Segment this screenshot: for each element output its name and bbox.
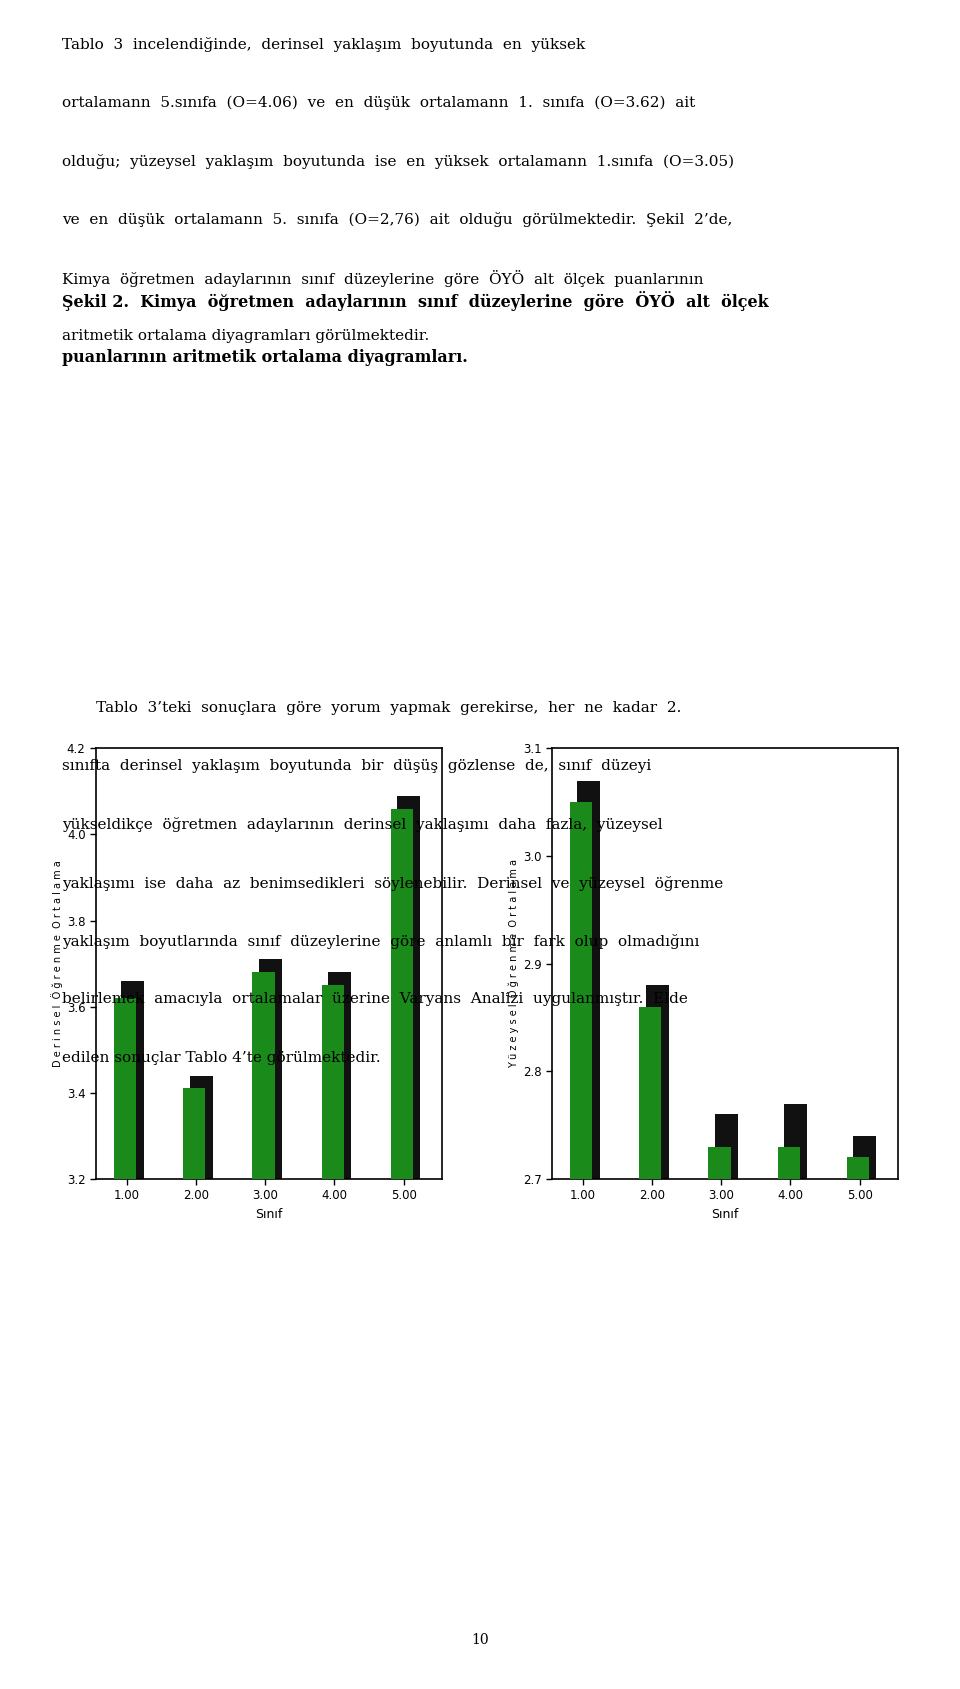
Bar (577, 780, 600, 1179)
Text: 10: 10 (471, 1633, 489, 1647)
Bar (646, 985, 669, 1179)
Text: ortalamann  5.sınıfa  (O=4.06)  ve  en  düşük  ortalamann  1.  sınıfa  (O=3.62) : ortalamann 5.sınıfa (O=4.06) ve en düşük… (62, 96, 696, 110)
Bar (328, 973, 351, 1179)
Bar (252, 973, 275, 1179)
Bar (190, 1076, 213, 1179)
Text: olduğu;  yüzeysel  yaklaşım  boyutunda  ise  en  yüksek  ortalamann  1.sınıfa  (: olduğu; yüzeysel yaklaşım boyutunda ise … (62, 154, 734, 169)
Bar (397, 796, 420, 1179)
Text: yükseldikçe  öğretmen  adaylarının  derinsel  yaklaşımı  daha  fazla,  yüzeysel: yükseldikçe öğretmen adaylarının derinse… (62, 817, 663, 833)
Text: Şekil 2.  Kimya  öğretmen  adaylarının  sınıf  düzeylerine  göre  ÖYÖ  alt  ölçe: Şekil 2. Kimya öğretmen adaylarının sını… (62, 291, 769, 311)
Text: aritmetik ortalama diyagramları görülmektedir.: aritmetik ortalama diyagramları görülmek… (62, 329, 430, 343)
Bar (114, 998, 136, 1179)
Bar (121, 981, 144, 1179)
Bar (784, 1103, 807, 1179)
Text: sınıfta  derinsel  yaklaşım  boyutunda  bir  düşüş  gözlense  de,  sınıf  düzeyi: sınıfta derinsel yaklaşım boyutunda bir … (62, 760, 652, 774)
Bar (847, 1157, 869, 1179)
Bar (322, 985, 344, 1179)
X-axis label: Sınıf: Sınıf (255, 1208, 282, 1221)
Bar (259, 959, 282, 1179)
Bar (708, 1147, 731, 1179)
Bar (183, 1088, 205, 1179)
Y-axis label: D e r i n s e l  Ö ğ r e n m e  O r t a l a m a: D e r i n s e l Ö ğ r e n m e O r t a l … (51, 860, 62, 1067)
X-axis label: Sınıf: Sınıf (711, 1208, 738, 1221)
Text: yaklaşım  boyutlarında  sınıf  düzeylerine  göre  anlamlı  bir  fark  olup  olma: yaklaşım boyutlarında sınıf düzeylerine … (62, 934, 700, 949)
Text: Tablo  3  incelendiğinde,  derinsel  yaklaşım  boyutunda  en  yüksek: Tablo 3 incelendiğinde, derinsel yaklaşı… (62, 37, 586, 52)
Text: puanlarının aritmetik ortalama diyagramları.: puanlarının aritmetik ortalama diyagraml… (62, 350, 468, 367)
Text: Tablo  3’teki  sonuçlara  göre  yorum  yapmak  gerekirse,  her  ne  kadar  2.: Tablo 3’teki sonuçlara göre yorum yapmak… (62, 701, 682, 714)
Text: belirlemek  amacıyla  ortalamalar  üzerine  Varyans  Analizi  uygulanmıştır.  El: belirlemek amacıyla ortalamalar üzerine … (62, 993, 688, 1007)
Text: ve  en  düşük  ortalamann  5.  sınıfa  (O=2,76)  ait  olduğu  görülmektedir.  Şe: ve en düşük ortalamann 5. sınıfa (O=2,76… (62, 213, 732, 226)
Y-axis label: Y ü z e y s e l  Ö ğ r e n m e  O r t a l a m a: Y ü z e y s e l Ö ğ r e n m e O r t a l … (507, 860, 518, 1067)
Bar (853, 1137, 876, 1179)
Text: yaklaşımı  ise  daha  az  benimsedikleri  söylenebilir.  Derinsel  ve  yüzeysel : yaklaşımı ise daha az benimsedikleri söy… (62, 877, 724, 890)
Text: Kimya  öğretmen  adaylarının  sınıf  düzeylerine  göre  ÖYÖ  alt  ölçek  puanlar: Kimya öğretmen adaylarının sınıf düzeyle… (62, 270, 704, 287)
Text: edilen sonuçlar Tablo 4’te görülmektedir.: edilen sonuçlar Tablo 4’te görülmektedir… (62, 1051, 381, 1064)
Bar (778, 1147, 800, 1179)
Bar (570, 802, 592, 1179)
Bar (715, 1115, 738, 1179)
Bar (391, 809, 413, 1179)
Bar (639, 1007, 661, 1179)
